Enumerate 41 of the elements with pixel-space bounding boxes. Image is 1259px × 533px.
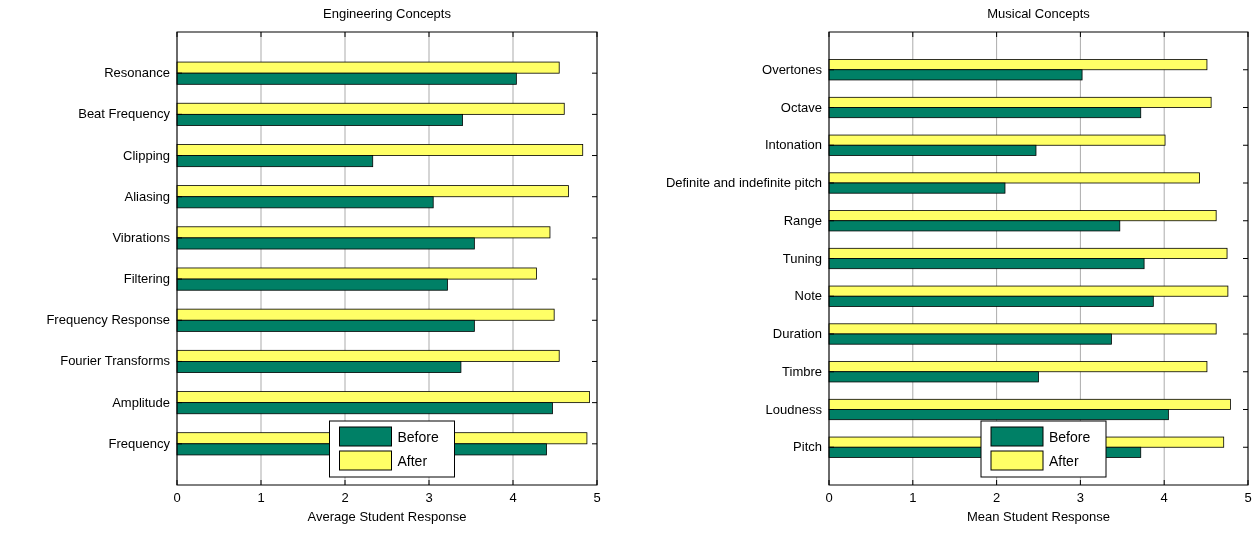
- y-tick-label: Aliasing: [124, 188, 170, 204]
- y-tick-label: Resonance: [104, 65, 170, 81]
- x-tick-label: 2: [341, 490, 349, 505]
- y-tick-label: Duration: [772, 326, 822, 341]
- y-tick-label: Tuning: [782, 250, 822, 266]
- y-tick-label: Clipping: [123, 147, 170, 163]
- x-tick-label: 2: [992, 490, 1001, 505]
- x-axis-title: Mean Student Response: [966, 509, 1111, 524]
- y-tick-label: Definite and indefinite pitch: [665, 175, 822, 190]
- chart-title: Musical Concepts: [987, 6, 1091, 21]
- legend-label: After: [397, 453, 428, 469]
- x-axis-title: Average Student Response: [307, 509, 467, 524]
- y-tick-label: Range: [783, 212, 822, 228]
- x-tick-label: 0: [173, 490, 181, 505]
- y-tick-label: Frequency: [108, 435, 171, 451]
- x-tick-label: 3: [425, 490, 433, 505]
- y-tick-label: Octave: [780, 99, 822, 115]
- x-tick-label: 4: [1160, 490, 1168, 505]
- y-tick-label: Amplitude: [112, 394, 170, 410]
- y-tick-label: Intonation: [764, 137, 822, 153]
- legend-label: Before: [397, 429, 439, 445]
- x-tick-label: 1: [909, 490, 917, 505]
- x-tick-label: 0: [825, 490, 833, 505]
- y-tick-label: Beat Frequency: [78, 106, 171, 122]
- y-tick-label: Note: [794, 288, 822, 304]
- x-tick-label: 1: [257, 490, 265, 505]
- y-tick-label: Frequency Response: [46, 312, 170, 328]
- y-tick-label: Fourier Transforms: [60, 353, 171, 369]
- x-tick-label: 4: [509, 490, 517, 505]
- y-tick-label: Loudness: [765, 401, 823, 417]
- x-tick-label: 5: [1244, 490, 1252, 505]
- legend-label: After: [1049, 453, 1079, 469]
- legend-label: Before: [1049, 429, 1091, 445]
- y-tick-label: Timbre: [782, 363, 822, 379]
- x-tick-label: 3: [1076, 490, 1085, 505]
- y-tick-label: Vibrations: [112, 229, 171, 245]
- x-tick-label: 5: [593, 490, 601, 505]
- y-tick-label: Pitch: [793, 439, 822, 455]
- y-tick-label: Filtering: [123, 271, 170, 287]
- chart-title: Engineering Concepts: [323, 6, 452, 21]
- y-tick-label: Overtones: [762, 61, 823, 77]
